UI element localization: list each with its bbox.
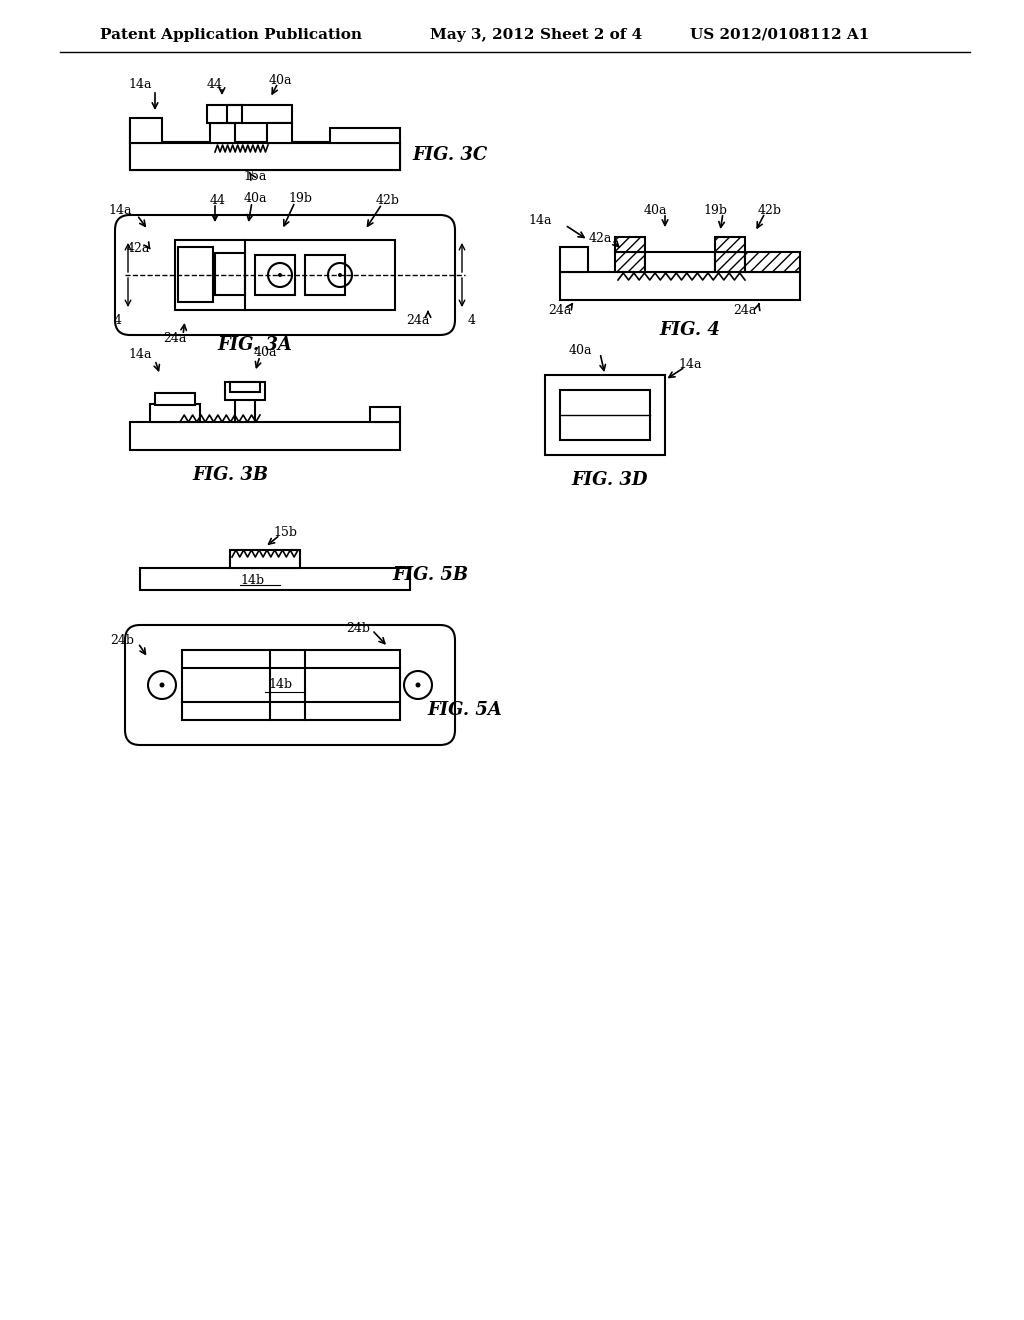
Bar: [234, 392, 255, 422]
Text: FIG. 5A: FIG. 5A: [428, 701, 503, 719]
Text: 42a: 42a: [126, 242, 150, 255]
Text: US 2012/0108112 A1: US 2012/0108112 A1: [690, 28, 869, 42]
Bar: [267, 123, 292, 143]
FancyBboxPatch shape: [125, 624, 455, 744]
Text: FIG. 4: FIG. 4: [659, 321, 721, 339]
Text: 40a: 40a: [268, 74, 292, 87]
Text: 14a: 14a: [109, 203, 132, 216]
Bar: [615, 252, 645, 272]
Bar: [227, 106, 242, 123]
Text: 44: 44: [207, 78, 223, 91]
Circle shape: [338, 273, 342, 277]
Text: 24a: 24a: [733, 304, 757, 317]
Text: 24b: 24b: [110, 634, 134, 647]
Text: FIG. 3C: FIG. 3C: [413, 147, 487, 164]
Text: 24a: 24a: [163, 331, 186, 345]
Bar: [230, 550, 300, 568]
Bar: [130, 120, 160, 143]
Bar: [255, 255, 295, 294]
Bar: [370, 407, 400, 422]
Text: 14b: 14b: [240, 573, 264, 586]
FancyBboxPatch shape: [115, 215, 455, 335]
Bar: [215, 253, 245, 294]
Bar: [615, 238, 645, 252]
Bar: [745, 252, 800, 272]
Text: 4: 4: [114, 314, 122, 326]
Text: 40a: 40a: [568, 343, 592, 356]
Circle shape: [416, 682, 421, 688]
Text: 14a: 14a: [678, 359, 701, 371]
Text: 24a: 24a: [548, 304, 571, 317]
Bar: [645, 252, 715, 272]
Bar: [715, 238, 745, 252]
Bar: [130, 422, 400, 450]
Bar: [130, 143, 400, 170]
Text: Sheet 2 of 4: Sheet 2 of 4: [540, 28, 642, 42]
Bar: [305, 255, 345, 294]
Bar: [330, 128, 400, 143]
Text: 19b: 19b: [703, 203, 727, 216]
Text: 24a: 24a: [407, 314, 430, 326]
Text: 42b: 42b: [376, 194, 400, 206]
Bar: [155, 393, 195, 405]
Text: FIG. 3B: FIG. 3B: [191, 466, 268, 484]
Bar: [140, 568, 410, 590]
Circle shape: [278, 273, 282, 277]
Bar: [150, 404, 200, 422]
Text: 14a: 14a: [128, 348, 152, 362]
Bar: [178, 247, 213, 302]
Text: 15a: 15a: [244, 170, 266, 183]
Text: 4: 4: [468, 314, 476, 326]
Text: 24b: 24b: [346, 622, 370, 635]
Text: 44: 44: [210, 194, 226, 206]
Text: FIG. 3A: FIG. 3A: [217, 337, 293, 354]
Text: 19b: 19b: [288, 191, 312, 205]
Bar: [207, 106, 292, 123]
Bar: [560, 247, 588, 272]
Text: 15b: 15b: [273, 525, 297, 539]
Text: May 3, 2012: May 3, 2012: [430, 28, 535, 42]
Text: FIG. 5B: FIG. 5B: [392, 566, 468, 583]
Text: 14a: 14a: [128, 78, 152, 91]
Bar: [210, 123, 234, 143]
Bar: [225, 381, 265, 400]
Text: Patent Application Publication: Patent Application Publication: [100, 28, 362, 42]
Text: 42a: 42a: [589, 231, 611, 244]
Text: 14b: 14b: [268, 678, 292, 692]
Bar: [230, 381, 260, 392]
Text: 14a: 14a: [528, 214, 552, 227]
Bar: [545, 375, 665, 455]
Text: 40a: 40a: [253, 346, 276, 359]
Text: FIG. 3D: FIG. 3D: [571, 471, 648, 488]
Text: 40a: 40a: [643, 203, 667, 216]
Bar: [175, 240, 395, 310]
Bar: [560, 272, 800, 300]
Bar: [130, 143, 400, 170]
Bar: [560, 389, 650, 440]
Text: 40a: 40a: [244, 191, 266, 205]
Bar: [182, 649, 400, 719]
Circle shape: [160, 682, 165, 688]
Bar: [130, 117, 162, 143]
Text: 42b: 42b: [758, 203, 782, 216]
Bar: [715, 252, 745, 272]
